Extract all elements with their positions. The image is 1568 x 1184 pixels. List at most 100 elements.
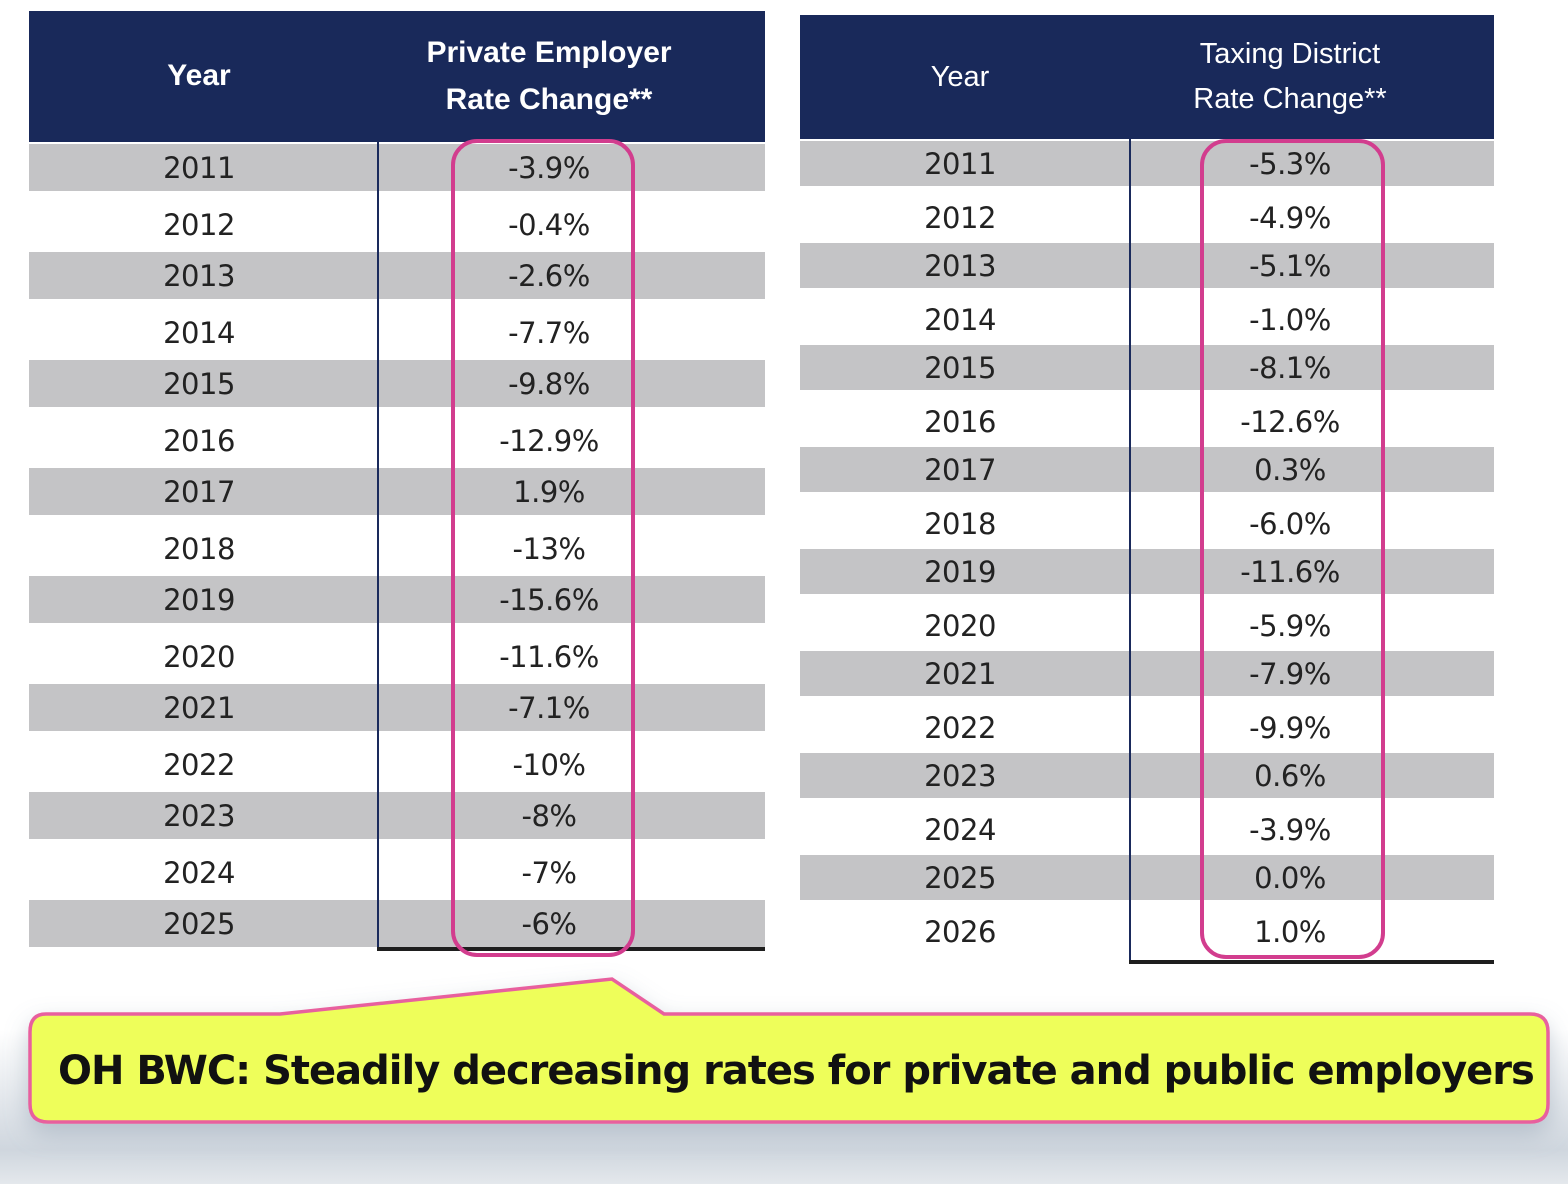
year-cell: 2011 (924, 146, 996, 181)
year-cell: 2014 (163, 316, 235, 350)
table-row: 2016 -12.9% (29, 414, 765, 468)
year-cell: 2023 (924, 758, 996, 793)
header-rate-change: Private Employer Rate Change** (409, 11, 689, 142)
table-row: 2011 -3.9% (29, 144, 765, 191)
table-row: 2012 -4.9% (800, 192, 1494, 243)
rate-cell: -2.6% (508, 258, 590, 293)
header-rate-line1: Private Employer (426, 36, 672, 69)
table-row: 2024 -7% (29, 846, 765, 900)
rate-cell: -3.9% (508, 150, 590, 185)
year-cell: 2019 (924, 554, 996, 589)
rate-cell: -9.8% (508, 366, 590, 401)
table-row: 2022 -10% (29, 738, 765, 792)
rate-cell: -9.9% (1249, 710, 1331, 745)
table-row: 2016 -12.6% (800, 396, 1494, 447)
table-row: 2025 -6% (29, 900, 765, 947)
header-year: Year (930, 60, 990, 93)
table-row: 2022 -9.9% (800, 702, 1494, 753)
year-cell: 2022 (163, 748, 235, 782)
year-cell: 2021 (163, 690, 235, 725)
rate-cell: -7.1% (508, 690, 590, 725)
rate-cell: -8.1% (1249, 350, 1331, 385)
rate-cell: -12.9% (499, 424, 599, 458)
rate-cell: -7.9% (1249, 656, 1331, 691)
header-rate-change: Taxing District Rate Change** (1150, 15, 1430, 139)
table-row: 2011 -5.3% (800, 141, 1494, 186)
year-cell: 2022 (924, 710, 996, 745)
table-header: Year Private Employer Rate Change** (29, 11, 765, 142)
table-row: 2019 -11.6% (800, 549, 1494, 594)
rate-cell: -12.6% (1240, 404, 1340, 439)
header-year: Year (167, 59, 231, 93)
rate-cell: -6.0% (1249, 506, 1331, 541)
year-cell: 2023 (163, 798, 235, 833)
rate-cell: -3.9% (1249, 812, 1331, 847)
year-cell: 2019 (163, 582, 235, 617)
table-bottom-rule (1129, 960, 1494, 964)
rate-cell: -11.6% (499, 640, 599, 674)
year-cell: 2026 (924, 914, 996, 949)
table-row: 2017 0.3% (800, 447, 1494, 492)
table-row: 2020 -11.6% (29, 630, 765, 684)
rate-cell: 0.3% (1254, 452, 1326, 487)
header-rate-line2: Rate Change** (1193, 83, 1387, 115)
rate-cell: -8% (521, 798, 577, 833)
rate-cell: -1.0% (1249, 302, 1331, 337)
rate-cell: -10% (512, 748, 586, 782)
year-cell: 2021 (924, 656, 996, 691)
table-row: 2015 -8.1% (800, 345, 1494, 390)
header-rate-line2: Rate Change** (445, 82, 653, 116)
rate-cell: -4.9% (1249, 200, 1331, 235)
year-cell: 2012 (163, 208, 235, 242)
year-cell: 2020 (924, 608, 996, 643)
table-row: 2014 -7.7% (29, 306, 765, 360)
table-row: 2023 0.6% (800, 753, 1494, 798)
rate-cell: -11.6% (1240, 554, 1340, 589)
rate-cell: -0.4% (508, 208, 590, 242)
callout-text: OH BWC: Steadily decreasing rates for pr… (58, 1048, 1535, 1094)
year-cell: 2024 (163, 856, 235, 890)
year-cell: 2016 (163, 424, 235, 458)
rate-cell: -7% (521, 856, 577, 890)
table-row: 2017 1.9% (29, 468, 765, 515)
table-row: 2023 -8% (29, 792, 765, 839)
year-cell: 2025 (924, 860, 996, 895)
year-cell: 2018 (163, 532, 235, 566)
table-header: Year Taxing District Rate Change** (800, 15, 1494, 139)
table-row: 2024 -3.9% (800, 804, 1494, 855)
column-divider (1129, 139, 1131, 962)
column-divider (377, 142, 379, 950)
year-cell: 2014 (924, 302, 996, 337)
rate-cell: 0.0% (1254, 860, 1326, 895)
table-row: 2018 -13% (29, 522, 765, 576)
table-row: 2021 -7.1% (29, 684, 765, 731)
header-rate-line1: Taxing District (1199, 38, 1381, 71)
rate-cell: -7.7% (508, 316, 590, 350)
year-cell: 2015 (163, 366, 235, 401)
year-cell: 2012 (924, 200, 996, 235)
year-cell: 2013 (163, 258, 235, 293)
table-row: 2018 -6.0% (800, 498, 1494, 549)
rate-cell: 1.0% (1254, 914, 1326, 949)
table-row: 2019 -15.6% (29, 576, 765, 623)
year-cell: 2013 (924, 248, 996, 283)
table-row: 2012 -0.4% (29, 198, 765, 252)
year-cell: 2015 (924, 350, 996, 385)
year-cell: 2011 (163, 150, 235, 185)
table-row: 2014 -1.0% (800, 294, 1494, 345)
year-cell: 2017 (924, 452, 996, 487)
table-row: 2021 -7.9% (800, 651, 1494, 696)
rate-cell: -5.9% (1249, 608, 1331, 643)
table-row: 2013 -2.6% (29, 252, 765, 299)
table-row: 2020 -5.9% (800, 600, 1494, 651)
year-cell: 2020 (163, 640, 235, 674)
rate-cell: -5.3% (1249, 146, 1331, 181)
table-row: 2013 -5.1% (800, 243, 1494, 288)
year-cell: 2017 (163, 474, 235, 509)
rate-cell: 1.9% (513, 474, 585, 509)
year-cell: 2024 (924, 812, 996, 847)
rate-cell: -15.6% (499, 582, 599, 617)
table-row: 2026 1.0% (800, 906, 1494, 957)
rate-cell: -5.1% (1249, 248, 1331, 283)
table-row: 2025 0.0% (800, 855, 1494, 900)
